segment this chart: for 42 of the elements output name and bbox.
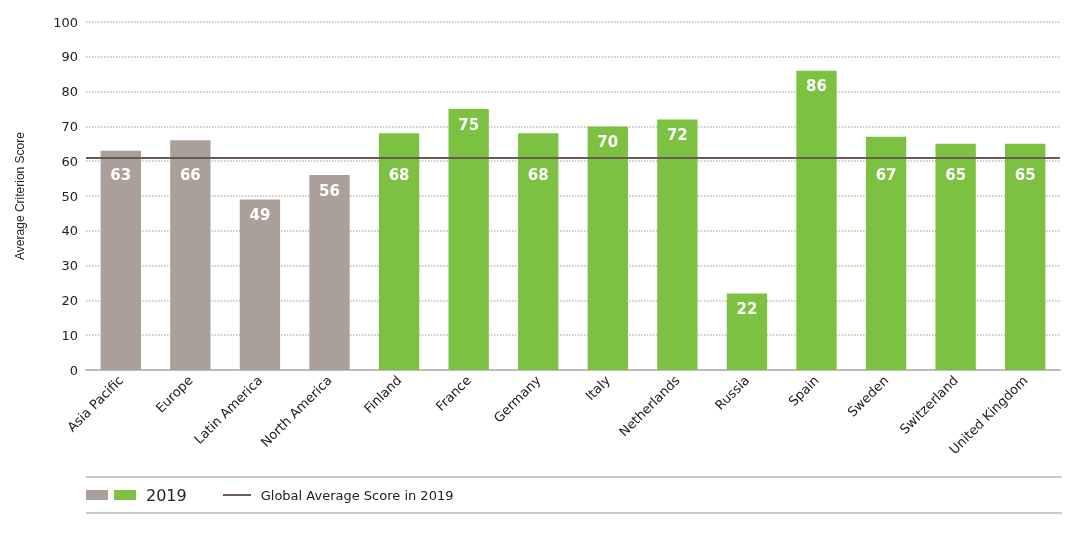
bar <box>448 109 489 370</box>
data-label: 70 <box>597 132 619 151</box>
bar <box>657 119 698 370</box>
y-tick-label: 40 <box>61 223 78 239</box>
data-label: 67 <box>875 166 897 185</box>
legend-label: Global Average Score in 2019 <box>260 487 454 503</box>
data-label: 56 <box>319 181 340 200</box>
y-tick-label: 0 <box>69 362 78 378</box>
bar <box>100 150 141 370</box>
y-tick-label: 30 <box>61 258 78 274</box>
bar <box>796 70 837 370</box>
bar <box>239 199 281 370</box>
bar <box>726 293 768 370</box>
bar <box>935 143 976 370</box>
bar <box>170 140 211 370</box>
y-tick-label: 20 <box>61 292 78 308</box>
bar <box>378 133 420 370</box>
data-label: 65 <box>945 166 967 185</box>
bar <box>1005 143 1046 370</box>
data-label: 72 <box>666 125 688 144</box>
y-tick-label: 100 <box>53 14 78 30</box>
bar <box>309 175 350 370</box>
data-label: 68 <box>388 166 410 185</box>
y-tick-label: 70 <box>61 118 78 134</box>
bar <box>865 136 907 370</box>
y-axis-title: Average Criterion Score <box>13 131 27 260</box>
y-tick-label: 60 <box>61 153 78 169</box>
data-label: 68 <box>527 166 549 185</box>
y-tick-label: 80 <box>61 84 78 100</box>
bar <box>518 133 559 370</box>
y-tick-label: 90 <box>61 49 78 65</box>
data-label: 63 <box>110 166 132 185</box>
legend-label: 2019 <box>146 485 187 505</box>
data-label: 86 <box>806 77 827 96</box>
data-label: 49 <box>249 205 271 224</box>
data-label: 22 <box>736 299 758 318</box>
bar <box>587 126 628 370</box>
y-tick-label: 50 <box>61 188 78 204</box>
data-label: 65 <box>1014 166 1036 185</box>
data-label: 66 <box>179 166 201 185</box>
data-label: 75 <box>458 115 480 134</box>
y-tick-label: 10 <box>61 327 78 343</box>
